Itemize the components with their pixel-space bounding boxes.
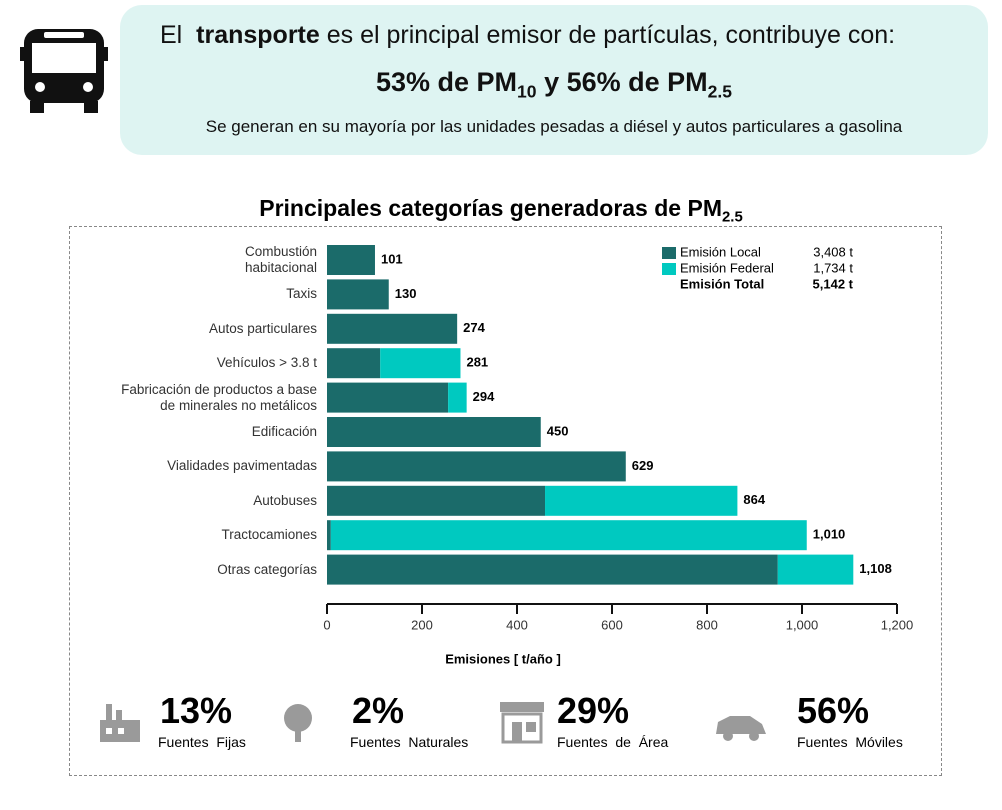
total-label: 864 xyxy=(743,492,765,507)
x-tick-label: 1,200 xyxy=(881,617,914,632)
bar-segment xyxy=(330,520,807,551)
source-percent: 13% xyxy=(160,690,233,731)
legend-value: 5,142 t xyxy=(813,276,854,291)
bar-segment xyxy=(545,485,738,516)
bar-segment xyxy=(777,554,854,585)
bus-icon xyxy=(20,29,108,113)
total-label: 629 xyxy=(632,458,654,473)
source-percent: 2% xyxy=(352,690,405,731)
total-label: 294 xyxy=(473,389,495,404)
category-label: Taxis xyxy=(286,286,317,302)
bar-segment xyxy=(327,382,449,413)
category-label: Combustión habitacional xyxy=(244,244,317,275)
chart-title: Principales categorías generadoras de PM… xyxy=(0,195,1002,226)
bar-segment xyxy=(327,417,541,447)
legend-label: Emisión Local xyxy=(680,244,761,259)
text: Principales categorías generadoras de PM xyxy=(259,195,722,221)
bar-segment xyxy=(327,313,458,344)
total-label: 274 xyxy=(463,320,485,335)
header-line: El transporte es el principal emisor de … xyxy=(160,21,895,50)
total-label: 281 xyxy=(466,355,488,370)
chart-frame xyxy=(69,226,942,776)
bar-segment xyxy=(327,485,546,516)
x-tick-label: 200 xyxy=(411,617,433,632)
source-percent: 56% xyxy=(797,690,870,731)
x-tick-label: 600 xyxy=(601,617,623,632)
bar-segment xyxy=(327,348,381,379)
legend-swatch xyxy=(662,263,676,275)
source-label: Fuentes Móviles xyxy=(797,734,903,750)
text: es el principal emisor de partículas, co… xyxy=(326,21,896,49)
text: 10 xyxy=(517,81,537,102)
total-label: 1,010 xyxy=(813,527,846,542)
source-label: Fuentes Fijas xyxy=(158,734,246,750)
x-tick-label: 0 xyxy=(323,617,330,632)
total-label: 1,108 xyxy=(859,561,892,576)
legend-value: 1,734 t xyxy=(813,260,853,275)
source-icons xyxy=(100,702,766,744)
text: El xyxy=(160,21,183,49)
text: 2.5 xyxy=(707,81,733,102)
x-tick-label: 800 xyxy=(696,617,718,632)
total-label: 450 xyxy=(547,423,569,438)
category-label: Vehículos > 3.8 t xyxy=(216,355,317,371)
x-tick-label: 1,000 xyxy=(786,617,819,632)
legend-value: 3,408 t xyxy=(813,244,853,259)
text: 2.5 xyxy=(721,208,743,226)
category-label: Otras categorías xyxy=(217,561,317,577)
source-label: Fuentes Naturales xyxy=(350,734,469,750)
text: y 56% de PM xyxy=(536,67,708,97)
bar-segment xyxy=(327,554,778,585)
category-label: Autobuses xyxy=(253,492,317,508)
bar-segment xyxy=(327,520,331,551)
text: transporte xyxy=(196,21,320,49)
bar-segment xyxy=(380,348,461,379)
x-tick-label: 400 xyxy=(506,617,528,632)
source-percent: 29% xyxy=(557,690,630,731)
source-label: Fuentes de Área xyxy=(557,734,669,750)
bar-segment xyxy=(327,245,375,275)
category-label: Edificación xyxy=(251,424,317,439)
bar-segment xyxy=(327,451,626,482)
category-label: Vialidades pavimentadas xyxy=(167,458,317,474)
x-axis-label: Emisiones [ t/año ] xyxy=(445,651,561,666)
text: 53% de PM xyxy=(375,67,518,97)
bar-segment xyxy=(448,382,467,413)
category-label: Fabricación de productos a base de miner… xyxy=(121,381,317,413)
category-label: Tractocamiones xyxy=(221,527,317,543)
category-label: Autos particulares xyxy=(208,320,317,336)
headline: 53% de PM10 y 56% de PM2.5 xyxy=(120,67,988,102)
total-label: 130 xyxy=(395,286,417,301)
header-box: El transporte es el principal emisor de … xyxy=(120,5,988,155)
total-label: 101 xyxy=(381,251,403,266)
note: Se generan en su mayoría por las unidade… xyxy=(205,117,903,136)
legend-label: Emisión Total xyxy=(680,276,764,291)
legend-label: Emisión Federal xyxy=(680,260,774,275)
bar-segment xyxy=(327,279,389,310)
legend-swatch xyxy=(662,247,676,259)
